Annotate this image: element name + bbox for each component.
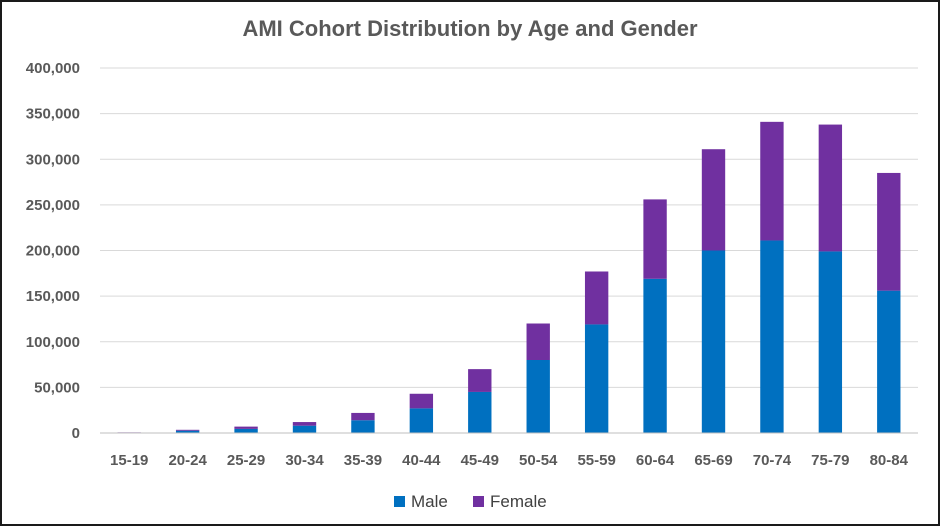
legend-swatch-male [394, 496, 405, 507]
bar-female-50-54 [526, 323, 550, 360]
y-axis-tick-labels: 0 50,000 100,000 150,000 200,000 250,000 300,0… [26, 60, 80, 442]
bars [117, 121, 901, 433]
x-tick-label: 40-44 [402, 452, 441, 469]
bar-male-60-64 [643, 278, 667, 433]
bar-female-65-69 [701, 149, 726, 251]
y-tick-label: 400,000 [26, 60, 80, 77]
y-tick-label: 200,000 [26, 243, 80, 260]
bar-female-35-39 [351, 412, 375, 421]
x-tick-label: 60-64 [636, 452, 675, 469]
x-tick-label: 20-24 [168, 452, 207, 469]
y-tick-label: 350,000 [26, 106, 80, 123]
bar-male-30-34 [292, 425, 317, 433]
bar-female-30-34 [292, 422, 317, 426]
x-tick-label: 75-79 [811, 452, 849, 469]
x-tick-label: 35-39 [344, 452, 382, 469]
bar-female-45-49 [468, 369, 492, 392]
bar-male-25-29 [234, 428, 258, 433]
legend-label-female: Female [490, 492, 547, 511]
bar-male-70-74 [760, 240, 784, 433]
bar-male-75-79 [818, 251, 843, 433]
y-tick-label: 250,000 [26, 197, 80, 214]
y-tick-label: 100,000 [26, 334, 80, 351]
bar-female-80-84 [877, 172, 901, 291]
legend-label-male: Male [411, 492, 448, 511]
bar-male-80-84 [877, 290, 901, 433]
x-tick-label: 55-59 [577, 452, 615, 469]
bar-female-60-64 [643, 199, 667, 279]
bar-male-20-24 [175, 430, 200, 433]
y-tick-label: 0 [72, 425, 80, 442]
legend: Male Female [394, 492, 547, 511]
bar-male-55-59 [584, 324, 609, 433]
x-tick-label: 25-29 [227, 452, 265, 469]
bar-female-70-74 [760, 121, 784, 241]
y-tick-label: 150,000 [26, 288, 80, 305]
bar-male-40-44 [409, 408, 434, 433]
y-tick-label: 50,000 [34, 379, 80, 396]
bar-male-45-49 [468, 391, 492, 433]
bar-female-40-44 [409, 393, 434, 409]
x-tick-label: 30-34 [285, 452, 324, 469]
x-tick-label: 15-19 [110, 452, 148, 469]
x-tick-label: 45-49 [461, 452, 499, 469]
gridlines [100, 67, 918, 388]
bar-female-75-79 [818, 124, 843, 252]
x-tick-label: 70-74 [753, 452, 792, 469]
bar-female-55-59 [584, 271, 609, 325]
bar-male-50-54 [526, 360, 550, 433]
bar-male-35-39 [351, 420, 375, 433]
bar-female-25-29 [234, 426, 258, 429]
chart-title: AMI Cohort Distribution by Age and Gende… [242, 16, 698, 41]
x-tick-label: 65-69 [694, 452, 732, 469]
bar-male-65-69 [701, 250, 726, 433]
y-tick-label: 300,000 [26, 151, 80, 168]
legend-swatch-female [473, 496, 484, 507]
x-tick-label: 50-54 [519, 452, 558, 469]
bar-female-20-24 [175, 429, 200, 431]
x-tick-label: 80-84 [870, 452, 909, 469]
x-axis-tick-labels: 15-19 20-24 25-29 30-34 35-39 40-44 45-49 50-54… [110, 452, 909, 469]
